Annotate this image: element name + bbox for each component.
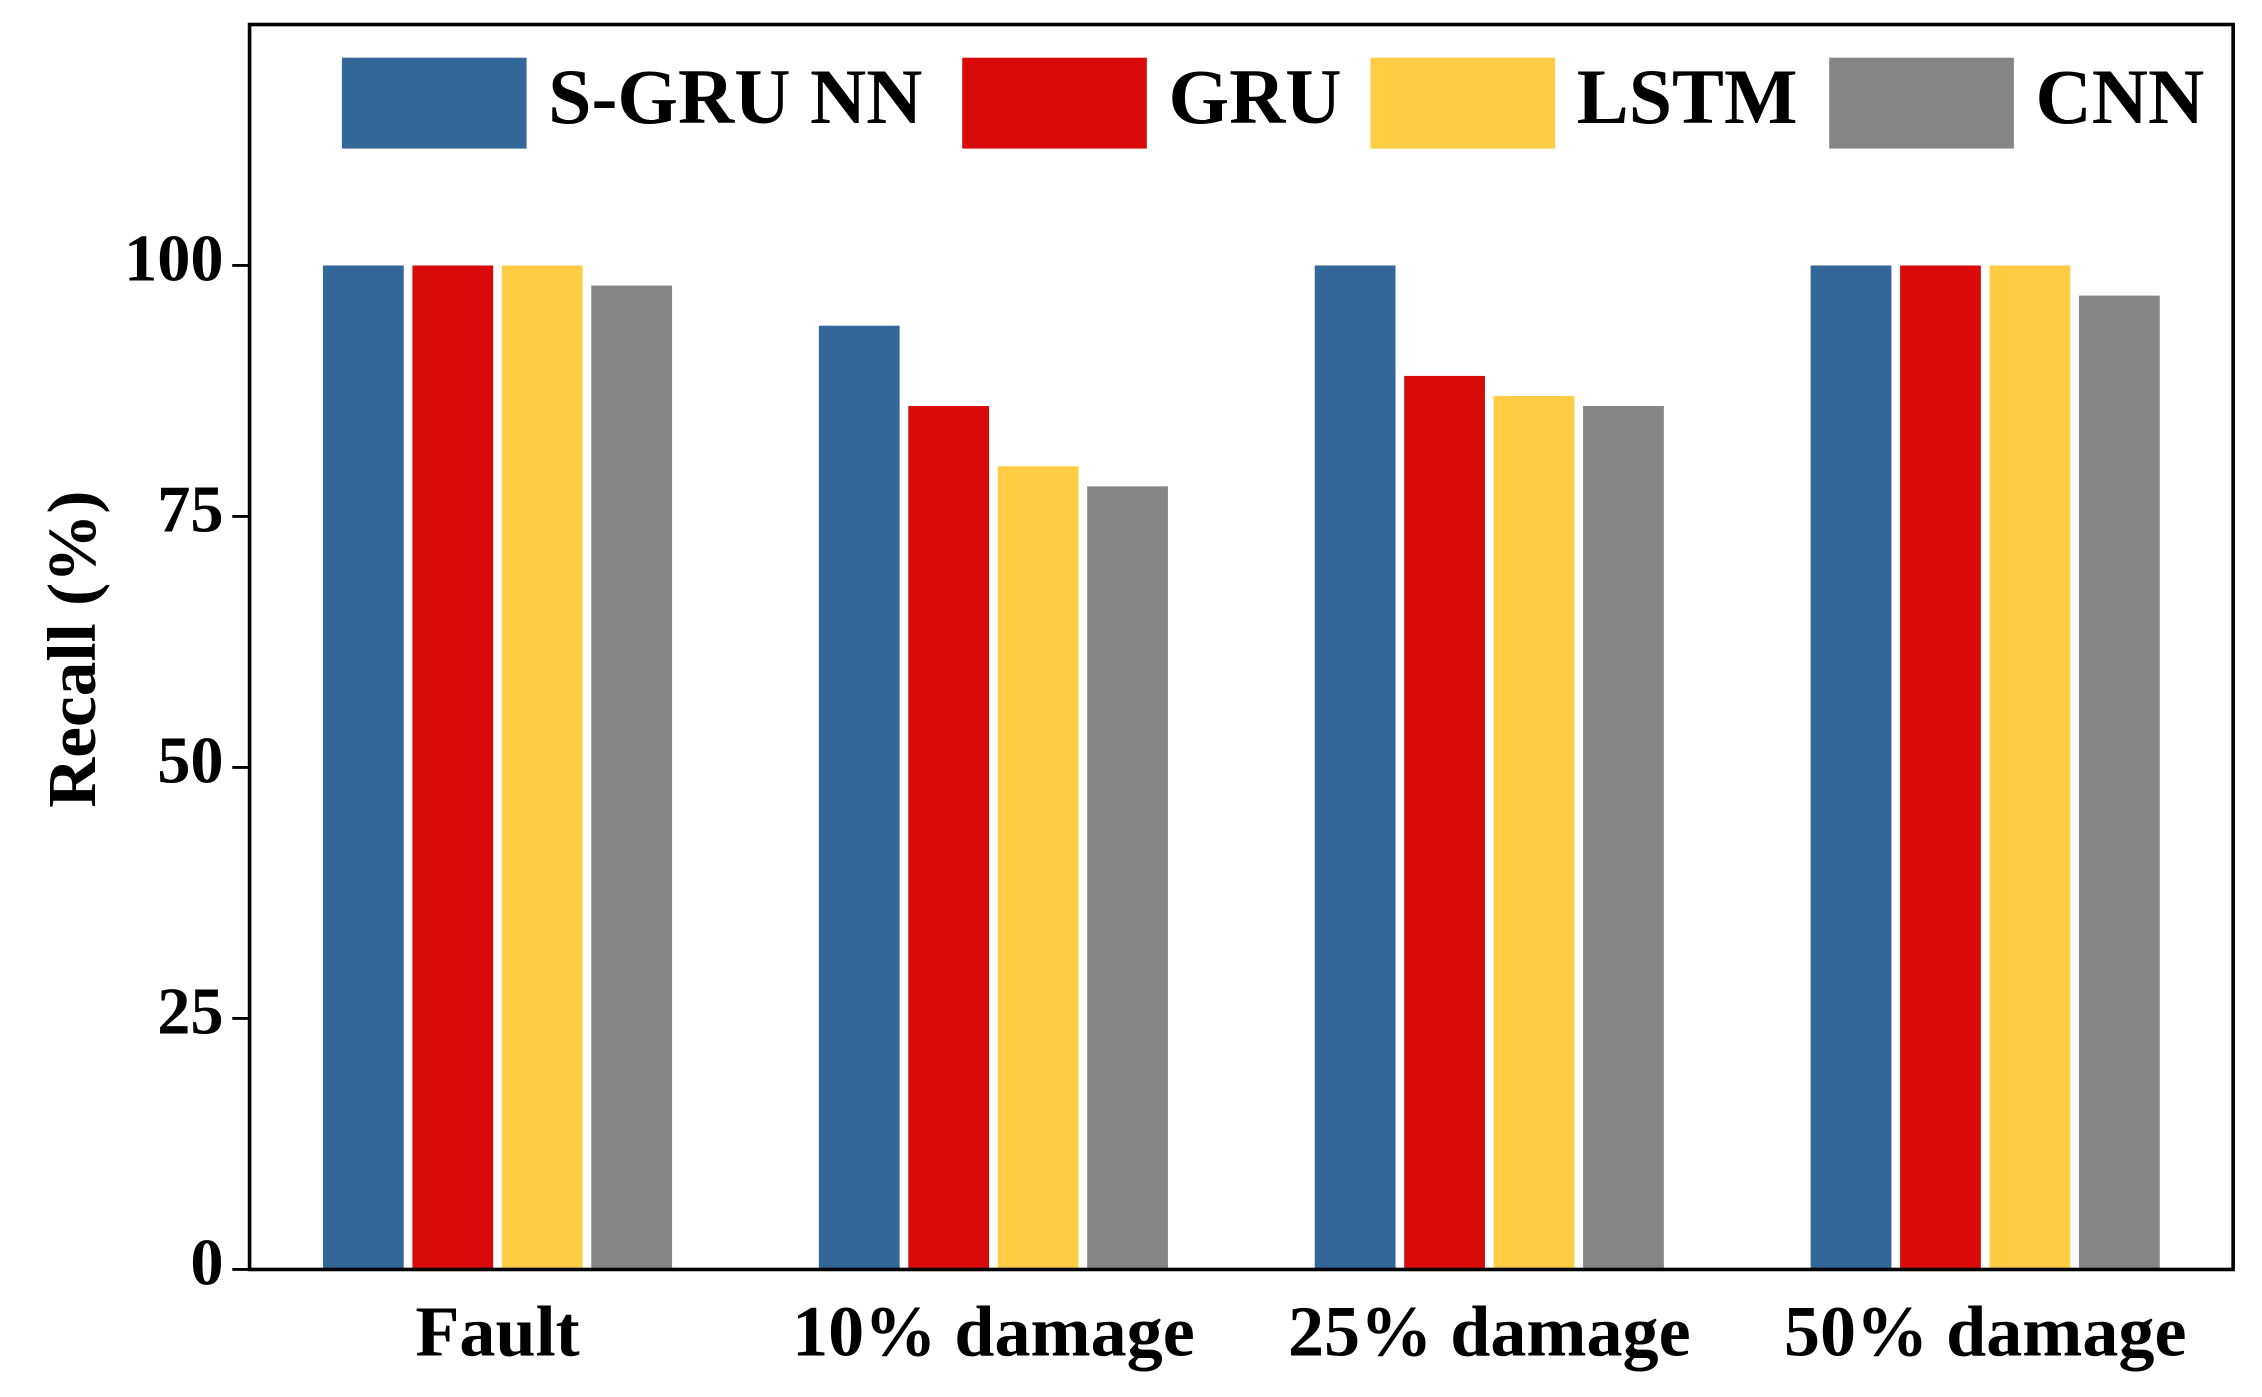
bar: [1087, 486, 1168, 1270]
y-tick-label: 0: [190, 1227, 223, 1300]
bar: [1900, 265, 1981, 1270]
bar: [2078, 295, 2160, 1270]
bar: [412, 265, 494, 1270]
legend-label: CNN: [2036, 54, 2205, 140]
y-tick-label: 100: [124, 223, 224, 296]
bar: [1989, 265, 2071, 1270]
x-tick-label: 50% damage: [1784, 1291, 2187, 1371]
y-tick-label: 75: [157, 474, 223, 547]
y-tick-label: 25: [157, 976, 223, 1049]
y-axis-label: Recall (%): [33, 491, 110, 808]
x-tick-label: 10% damage: [792, 1291, 1195, 1371]
bar: [1404, 375, 1485, 1270]
legend-swatch: [1370, 57, 1556, 149]
bar: [1493, 396, 1575, 1270]
x-tick-label: Fault: [415, 1291, 579, 1371]
bar: [501, 265, 583, 1270]
x-tick-label: 25% damage: [1288, 1291, 1691, 1371]
legend-swatch: [341, 57, 527, 149]
legend-label: LSTM: [1577, 54, 1798, 140]
bar: [322, 265, 404, 1270]
bar: [997, 466, 1079, 1270]
bar: [818, 325, 900, 1270]
legend-label: GRU: [1169, 54, 1342, 140]
legend-swatch: [1829, 57, 2014, 149]
bar: [1583, 406, 1664, 1270]
legend-label: S-GRU NN: [548, 54, 922, 140]
y-tick-label: 50: [157, 725, 223, 798]
bar: [591, 285, 673, 1270]
plot-frame: [247, 22, 2235, 1272]
bar: [1314, 265, 1396, 1270]
bar: [1810, 265, 1892, 1270]
bar: [908, 406, 990, 1270]
legend-swatch: [962, 57, 1147, 149]
